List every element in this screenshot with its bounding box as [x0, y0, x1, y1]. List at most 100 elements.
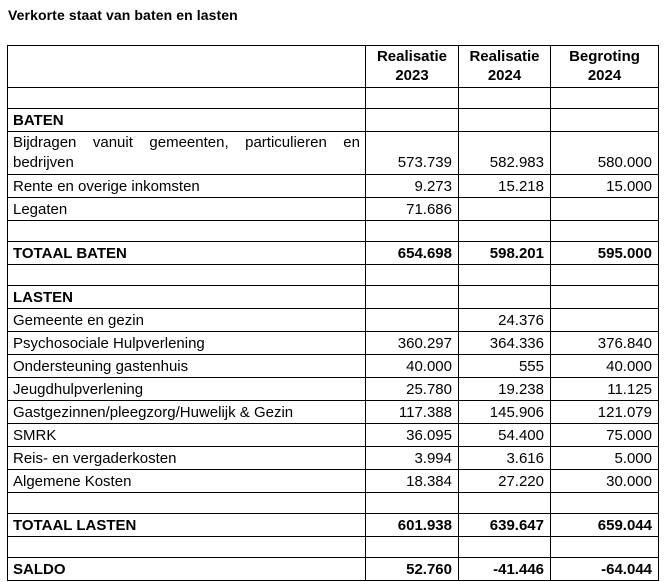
- value-cell-realisatie-2023: 360.297: [365, 331, 459, 355]
- table-row: [7, 264, 659, 286]
- table-row: Jeugdhulpverlening 25.780 19.238 11.125: [7, 377, 659, 401]
- table-row: Legaten 71.686: [7, 197, 659, 221]
- row-label-cell: [7, 87, 366, 109]
- row-label-line: Bijdragen vanuit gemeenten, particuliere…: [13, 134, 360, 151]
- value-cell-begroting-2024: -64.044: [550, 557, 659, 581]
- value-cell-realisatie-2024: 27.220: [458, 469, 551, 493]
- value-cell-realisatie-2024: [458, 197, 551, 221]
- table-row: Rente en overige inkomsten 9.273 15.218 15.…: [7, 174, 659, 198]
- value-cell-begroting-2024: [550, 536, 659, 558]
- row-label-cell: Legaten: [7, 197, 366, 221]
- value-cell-begroting-2024: 40.000: [550, 354, 659, 378]
- row-label-cell: SMRK: [7, 423, 366, 447]
- value-cell-realisatie-2024: 582.983: [458, 131, 551, 175]
- column-header-realisatie-2024: Realisatie 2024: [458, 45, 551, 88]
- value-cell-begroting-2024: [550, 87, 659, 109]
- row-label-line: bedrijven: [13, 154, 74, 171]
- value-cell-realisatie-2024: 639.647: [458, 513, 551, 537]
- value-cell-realisatie-2024: [458, 264, 551, 286]
- value-cell-begroting-2024: [550, 264, 659, 286]
- table-row: [7, 87, 659, 109]
- value-cell-realisatie-2024: 19.238: [458, 377, 551, 401]
- row-label-cell: [7, 536, 366, 558]
- table-body: BATEN Bijdragen vanuit gemeenten, particu…: [7, 87, 659, 581]
- value-cell-realisatie-2024: [458, 536, 551, 558]
- value-cell-realisatie-2024: [458, 492, 551, 514]
- row-label-cell: Gemeente en gezin: [7, 308, 366, 332]
- row-label-cell: SALDO: [7, 557, 366, 581]
- value-cell-realisatie-2023: [365, 308, 459, 332]
- table-row: Reis- en vergaderkosten 3.994 3.616 5.000: [7, 446, 659, 470]
- value-cell-realisatie-2024: 598.201: [458, 241, 551, 265]
- value-cell-realisatie-2024: 24.376: [458, 308, 551, 332]
- income-statement-table: Realisatie 2023 Realisatie 2024 Begrotin…: [7, 45, 659, 581]
- value-cell-begroting-2024: 659.044: [550, 513, 659, 537]
- column-header-realisatie-2023: Realisatie 2023: [365, 45, 459, 88]
- row-label-cell: Bijdragen vanuit gemeenten, particuliere…: [7, 131, 366, 175]
- row-label-cell: [7, 264, 366, 286]
- value-cell-realisatie-2023: 18.384: [365, 469, 459, 493]
- value-cell-realisatie-2023: 654.698: [365, 241, 459, 265]
- table-row: Algemene Kosten 18.384 27.220 30.000: [7, 469, 659, 493]
- row-label-cell: Jeugdhulpverlening: [7, 377, 366, 401]
- table-row: LASTEN: [7, 285, 659, 309]
- value-cell-realisatie-2023: 40.000: [365, 354, 459, 378]
- value-cell-realisatie-2023: [365, 492, 459, 514]
- row-label-cell: BATEN: [7, 108, 366, 132]
- value-cell-realisatie-2024: 364.336: [458, 331, 551, 355]
- table-row: SMRK 36.095 54.400 75.000: [7, 423, 659, 447]
- value-cell-realisatie-2024: [458, 285, 551, 309]
- table-row: TOTAAL LASTEN 601.938 639.647 659.044: [7, 513, 659, 537]
- value-cell-realisatie-2024: 3.616: [458, 446, 551, 470]
- row-label-cell: Rente en overige inkomsten: [7, 174, 366, 198]
- table-row: Gemeente en gezin 24.376: [7, 308, 659, 332]
- value-cell-begroting-2024: 15.000: [550, 174, 659, 198]
- value-cell-realisatie-2023: 9.273: [365, 174, 459, 198]
- value-cell-realisatie-2024: 145.906: [458, 400, 551, 424]
- column-header-empty: [7, 45, 366, 88]
- value-cell-begroting-2024: 75.000: [550, 423, 659, 447]
- value-cell-realisatie-2023: [365, 220, 459, 242]
- row-label-cell: Ondersteuning gastenhuis: [7, 354, 366, 378]
- table-row: [7, 536, 659, 558]
- value-cell-begroting-2024: [550, 220, 659, 242]
- value-cell-realisatie-2023: [365, 285, 459, 309]
- value-cell-realisatie-2024: -41.446: [458, 557, 551, 581]
- value-cell-begroting-2024: 376.840: [550, 331, 659, 355]
- value-cell-realisatie-2024: 15.218: [458, 174, 551, 198]
- table-row: Ondersteuning gastenhuis 40.000 555 40.000: [7, 354, 659, 378]
- table-row: [7, 220, 659, 242]
- value-cell-begroting-2024: [550, 285, 659, 309]
- value-cell-realisatie-2023: 117.388: [365, 400, 459, 424]
- row-label-cell: TOTAAL BATEN: [7, 241, 366, 265]
- value-cell-begroting-2024: 5.000: [550, 446, 659, 470]
- row-label-cell: [7, 492, 366, 514]
- value-cell-realisatie-2023: 52.760: [365, 557, 459, 581]
- value-cell-begroting-2024: 580.000: [550, 131, 659, 175]
- table-row: SALDO 52.760 -41.446 -64.044: [7, 557, 659, 581]
- row-label-cell: Algemene Kosten: [7, 469, 366, 493]
- value-cell-realisatie-2023: [365, 536, 459, 558]
- value-cell-realisatie-2023: 3.994: [365, 446, 459, 470]
- table-row: Bijdragen vanuit gemeenten, particuliere…: [7, 131, 659, 175]
- value-cell-begroting-2024: 595.000: [550, 241, 659, 265]
- row-label-cell: [7, 220, 366, 242]
- value-cell-realisatie-2023: [365, 108, 459, 132]
- value-cell-realisatie-2024: [458, 87, 551, 109]
- value-cell-realisatie-2023: 36.095: [365, 423, 459, 447]
- table-row: Gastgezinnen/pleegzorg/Huwelijk & Gezin 1…: [7, 400, 659, 424]
- row-label-cell: Psychosociale Hulpverlening: [7, 331, 366, 355]
- value-cell-realisatie-2023: [365, 264, 459, 286]
- row-label-cell: Gastgezinnen/pleegzorg/Huwelijk & Gezin: [7, 400, 366, 424]
- value-cell-realisatie-2024: [458, 108, 551, 132]
- header-row: Realisatie 2023 Realisatie 2024 Begrotin…: [7, 45, 659, 88]
- table-row: [7, 492, 659, 514]
- column-header-begroting-2024: Begroting 2024: [550, 45, 659, 88]
- row-label-cell: LASTEN: [7, 285, 366, 309]
- value-cell-realisatie-2023: 601.938: [365, 513, 459, 537]
- page-title: Verkorte staat van baten en lasten: [8, 7, 238, 23]
- table-row: TOTAAL BATEN 654.698 598.201 595.000: [7, 241, 659, 265]
- value-cell-realisatie-2023: 25.780: [365, 377, 459, 401]
- value-cell-realisatie-2023: [365, 87, 459, 109]
- value-cell-begroting-2024: [550, 197, 659, 221]
